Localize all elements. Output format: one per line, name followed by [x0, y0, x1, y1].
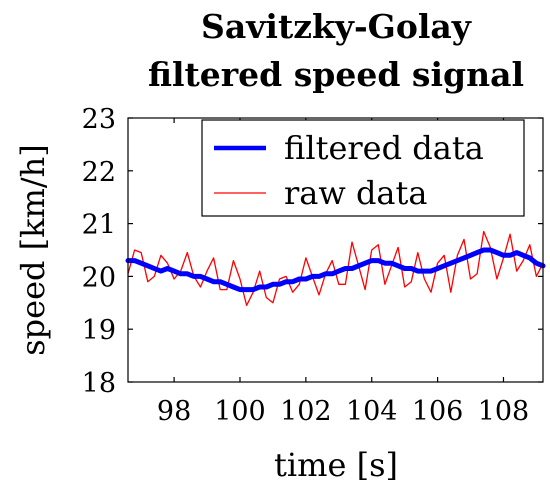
y-tick-label: 22 [82, 157, 116, 188]
chart-title-line-2: filtered speed signal [148, 55, 524, 94]
x-axis-label: time [s] [274, 446, 398, 484]
axes-box [127, 117, 544, 383]
x-tick-label: 102 [280, 396, 332, 427]
legend: filtered data raw data [201, 119, 525, 217]
x-tick-label: 98 [157, 396, 191, 427]
series-line-raw [127, 230, 544, 307]
legend-box [201, 119, 525, 217]
plot-area: 98 100 102 104 106 108 18 19 20 21 22 23 [82, 104, 546, 427]
y-axis-label: speed [km/h] [14, 144, 52, 356]
x-tick-label: 100 [214, 396, 266, 427]
chart-title-line-1: Savitzky-Golay [201, 7, 472, 46]
x-tick-label: 106 [412, 396, 464, 427]
y-tick-label: 20 [82, 262, 116, 293]
series-line-filtered [125, 247, 546, 293]
y-tick-label: 23 [82, 104, 116, 135]
legend-label-filtered: filtered data [284, 129, 484, 167]
y-tick-label: 19 [82, 315, 116, 346]
y-tick-label: 18 [82, 368, 116, 399]
y-tick-label: 21 [82, 210, 116, 241]
x-tick-label: 104 [346, 396, 398, 427]
x-tick-label: 108 [478, 396, 530, 427]
legend-label-raw: raw data [284, 174, 427, 212]
